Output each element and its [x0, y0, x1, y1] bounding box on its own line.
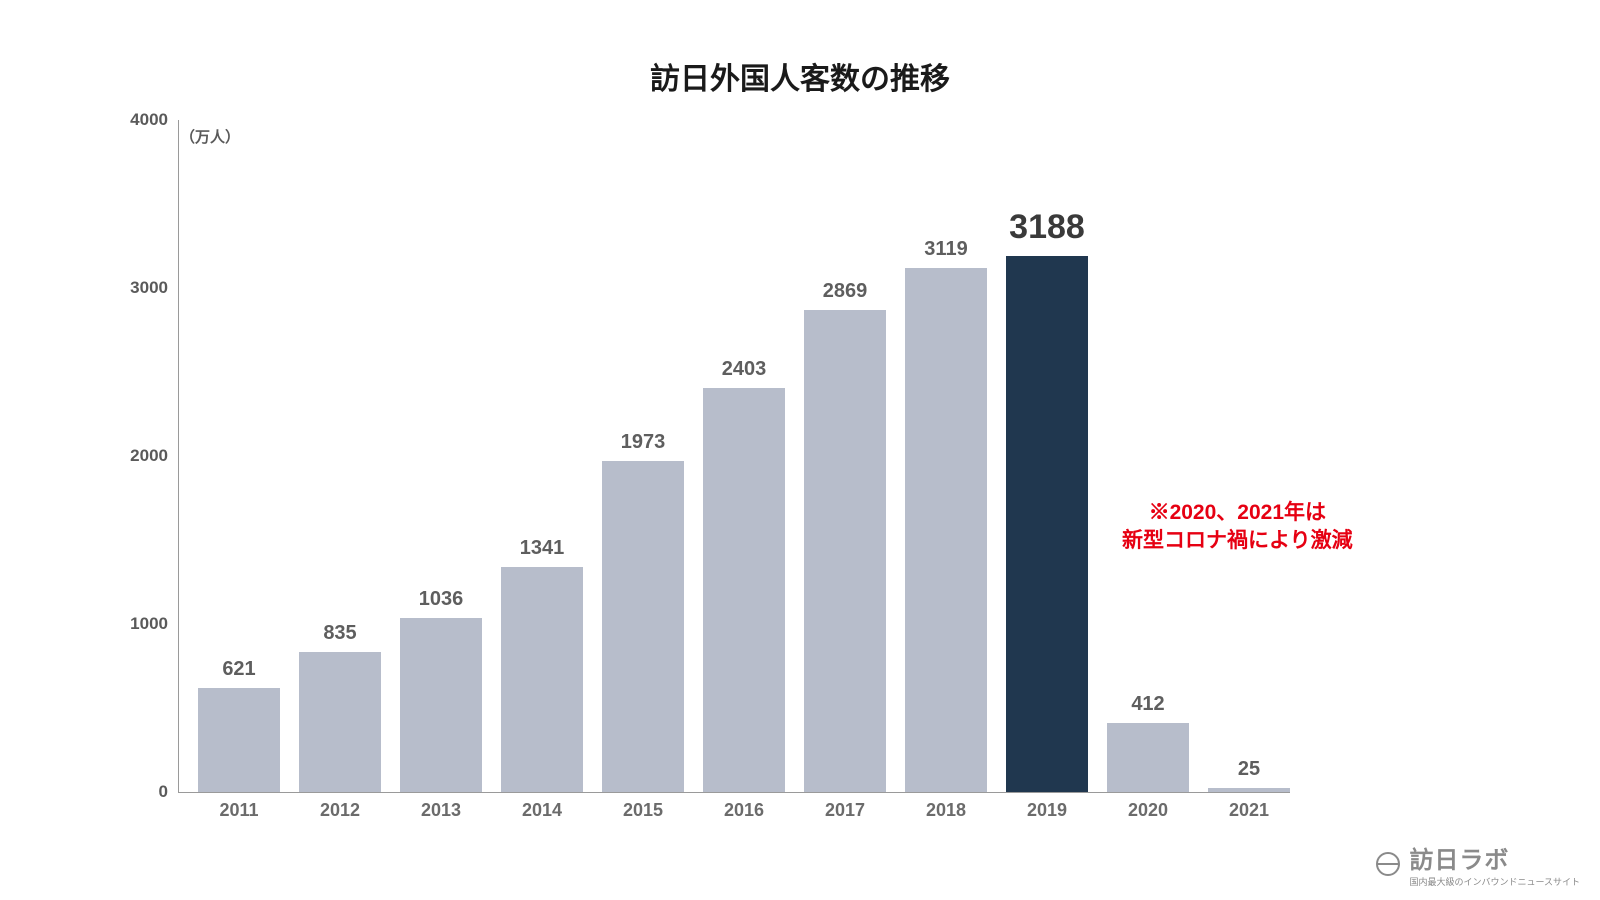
x-tick-label: 2018 [896, 800, 996, 821]
bar-value-label: 1036 [381, 588, 501, 611]
y-tick-label: 0 [108, 782, 168, 802]
brand-logo: 訪日ラボ 国内最大級のインバウンドニュースサイト [1375, 840, 1580, 888]
covid-annotation: ※2020、2021年は 新型コロナ禍により激減 [1122, 499, 1353, 556]
y-tick-label: 1000 [108, 614, 168, 634]
bar [198, 688, 280, 792]
bar-value-label: 621 [179, 658, 299, 681]
x-tick-label: 2019 [997, 800, 1097, 821]
y-axis-unit-label: （万人） [180, 126, 240, 147]
bar [1208, 788, 1290, 792]
bar [1006, 256, 1088, 792]
bar-value-label: 1973 [583, 431, 703, 454]
x-axis-line [178, 792, 1290, 793]
bar [400, 618, 482, 792]
bar-value-label: 2869 [785, 280, 905, 303]
bar-value-label: 835 [280, 622, 400, 645]
bar-value-label: 2403 [684, 358, 804, 381]
bar-value-label: 412 [1088, 693, 1208, 716]
brand-logo-subtext: 国内最大級のインバウンドニュースサイト [1409, 875, 1580, 888]
brand-logo-icon [1375, 851, 1401, 877]
bar-value-label: 1341 [482, 537, 602, 560]
bar-value-label: 3188 [987, 208, 1107, 247]
y-tick-label: 3000 [108, 278, 168, 298]
x-tick-label: 2020 [1098, 800, 1198, 821]
x-tick-label: 2012 [290, 800, 390, 821]
bar [299, 652, 381, 792]
x-tick-label: 2017 [795, 800, 895, 821]
bar [703, 388, 785, 792]
x-tick-label: 2021 [1199, 800, 1299, 821]
bar [905, 268, 987, 792]
y-axis-line [178, 120, 179, 792]
bar [501, 567, 583, 792]
x-tick-label: 2015 [593, 800, 693, 821]
x-tick-label: 2013 [391, 800, 491, 821]
y-tick-label: 2000 [108, 446, 168, 466]
chart-title: 訪日外国人客数の推移 [0, 54, 1600, 98]
x-tick-label: 2016 [694, 800, 794, 821]
bar [602, 461, 684, 792]
bar [804, 310, 886, 792]
y-tick-label: 4000 [108, 110, 168, 130]
x-tick-label: 2014 [492, 800, 592, 821]
bar-value-label: 25 [1189, 758, 1309, 781]
bar [1107, 723, 1189, 792]
x-tick-label: 2011 [189, 800, 289, 821]
brand-logo-text: 訪日ラボ [1409, 840, 1509, 875]
